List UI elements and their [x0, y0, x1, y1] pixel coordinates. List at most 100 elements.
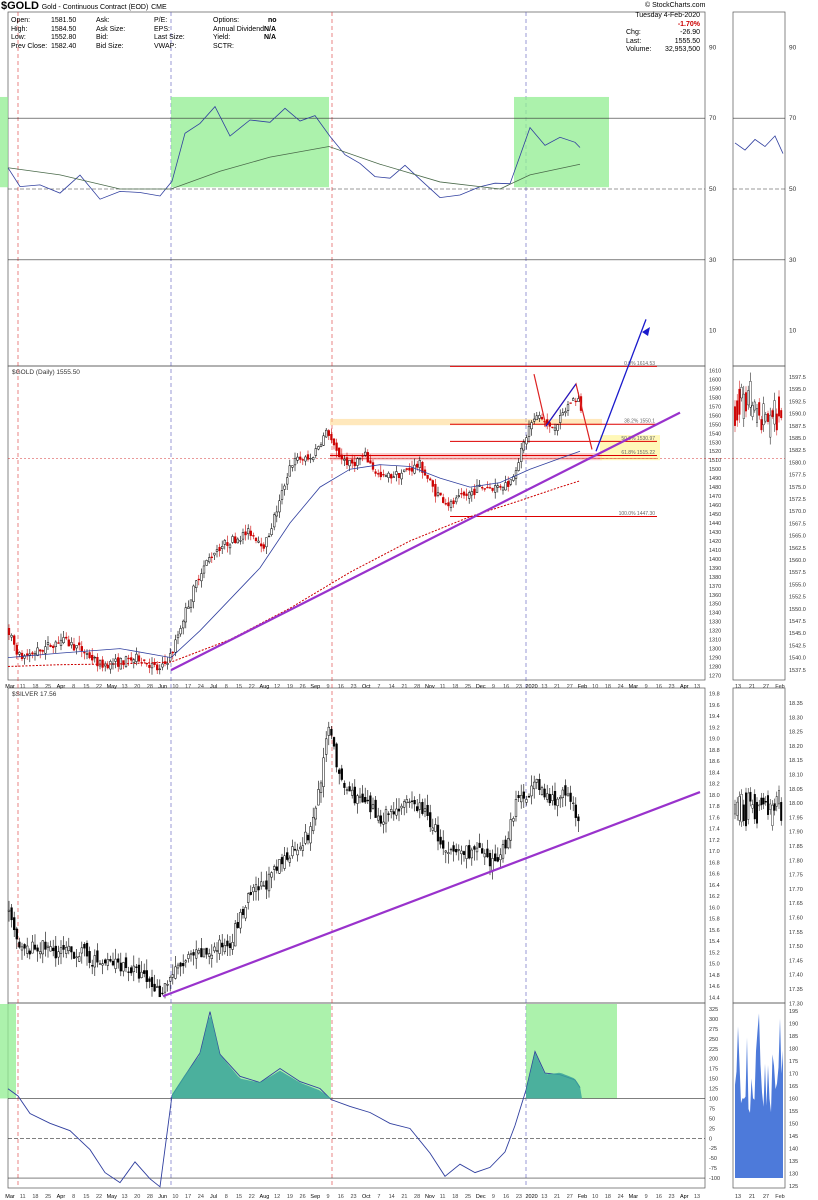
inset-x-axis-tick-label-bottom: 13 — [735, 1194, 741, 1200]
silver-candle-body — [309, 826, 312, 844]
gold-tick-label: 1270 — [709, 674, 721, 680]
silver-candle-body — [520, 795, 523, 803]
gold-candle-body — [176, 634, 180, 639]
instrument-name: Gold - Continuous Contract (EOD) — [41, 4, 149, 11]
silver-candle-body — [93, 955, 96, 968]
silver-candle-body — [161, 992, 164, 995]
silver-candle-body — [65, 947, 68, 954]
silver-tick-label: 19.8 — [709, 692, 720, 698]
x-axis-tick-label: 15 — [236, 684, 242, 690]
gold-candle-body — [33, 653, 37, 656]
x-axis-tick-label-bottom: 7 — [377, 1194, 380, 1200]
silver-candle-body — [390, 809, 393, 812]
inset-gold-candle-body — [745, 392, 748, 412]
rsi-tick-label: 10 — [709, 328, 717, 335]
x-axis-tick-label: 18 — [32, 684, 38, 690]
inset-panel-frame — [732, 687, 786, 1004]
inset-cci-tick-label: 125 — [789, 1184, 798, 1190]
fib-level-label: 100.0% 1447.30 — [619, 511, 656, 517]
x-axis-tick-label: 22 — [96, 684, 102, 690]
gold-candle-body — [145, 662, 148, 665]
silver-candle-body — [455, 848, 458, 853]
cci-tick-label: 100 — [709, 1096, 718, 1102]
gold-candle-body — [156, 664, 159, 671]
silver-candle-body — [31, 941, 34, 954]
inset-x-axis-tick-label-bottom: 21 — [749, 1194, 755, 1200]
gold-candle-body — [551, 426, 554, 429]
silver-candle-body — [192, 952, 195, 956]
gold-candle-body — [291, 465, 294, 468]
silver-candle-body — [429, 812, 432, 828]
silver-candle-body — [106, 959, 109, 966]
silver-candle-body — [80, 947, 83, 954]
silver-candle-body — [119, 962, 122, 972]
inset-silver-tick-label: 18.20 — [789, 744, 803, 750]
gold-candle-body — [442, 497, 445, 503]
gold-candle-body — [62, 637, 65, 644]
gold-candle-body — [106, 664, 109, 669]
gold-candle-body — [23, 655, 26, 659]
symbol: $GOLD — [1, 0, 39, 12]
silver-candle-body — [351, 789, 354, 796]
silver-candle-body — [546, 793, 549, 800]
x-axis-tick-label: 18 — [452, 684, 458, 690]
gold-candle-body — [275, 511, 278, 517]
gold-candle-body — [475, 485, 479, 493]
x-axis-tick-label: 10 — [592, 684, 598, 690]
x-axis-tick-label-bottom: 20 — [134, 1194, 140, 1200]
x-axis-tick-label-bottom: 18 — [605, 1194, 611, 1200]
silver-candle-body — [44, 941, 47, 950]
silver-tick-label: 18.8 — [709, 748, 720, 754]
gold-candle-body — [364, 451, 367, 456]
inset-silver-tick-label: 18.15 — [789, 758, 803, 764]
gold-candle-body — [57, 642, 60, 644]
silver-candle-body — [117, 958, 120, 963]
inset-silver-tick-label: 17.70 — [789, 887, 803, 893]
x-axis-tick-label: 2020 — [525, 684, 537, 690]
gold-candle-body — [241, 532, 245, 540]
silver-tick-label: 18.6 — [709, 759, 720, 765]
gold-candle-body — [83, 651, 86, 654]
gold-candle-body — [171, 651, 174, 654]
inset-silver-candle-body — [742, 804, 745, 822]
gold-candle-body — [117, 657, 120, 667]
silver-candle-body — [153, 983, 156, 992]
x-axis-tick-label: 24 — [618, 684, 624, 690]
gold-candle-body — [387, 472, 390, 478]
silver-candle-body — [70, 946, 73, 953]
gold-candle-body — [192, 585, 195, 602]
inset-x-axis-tick-label-bottom: Feb — [775, 1194, 784, 1200]
cci-tick-label: 250 — [709, 1037, 718, 1043]
inset-x-axis-tick-label: Feb — [775, 684, 784, 690]
x-axis-tick-label: 8 — [225, 684, 228, 690]
gold-candle-body — [205, 560, 208, 566]
silver-candle-body — [499, 854, 502, 861]
inset-cci-tick-label: 150 — [789, 1122, 798, 1128]
silver-tick-label: 15.0 — [709, 962, 720, 968]
silver-candle-body — [143, 970, 146, 974]
gold-candle-body — [80, 646, 83, 652]
silver-candle-body — [338, 769, 341, 774]
inset-silver-tick-label: 17.65 — [789, 901, 803, 907]
overbought-zone-box — [0, 1004, 16, 1099]
gold-candle-body — [325, 429, 328, 438]
gold-candle-body — [202, 565, 206, 574]
gold-candle-body — [322, 435, 325, 446]
gold-candle-body — [132, 659, 135, 663]
inset-silver-tick-label: 17.80 — [789, 858, 803, 864]
inset-silver-candle-body — [760, 797, 763, 806]
x-axis-tick-label: 13 — [541, 684, 547, 690]
inset-gold-tick-label: 1590.0 — [789, 412, 806, 418]
x-axis-tick-label-bottom: 21 — [554, 1194, 560, 1200]
silver-candle-body — [319, 782, 323, 793]
silver-candle-body — [405, 799, 408, 804]
silver-candle-body — [135, 966, 138, 968]
inset-gold-candle-body — [775, 413, 778, 431]
silver-candle-body — [327, 726, 330, 736]
cci-tick-label: -25 — [709, 1146, 717, 1152]
silver-candle-body — [280, 857, 284, 865]
gold-candle-body — [257, 540, 260, 543]
silver-candle-body — [226, 940, 229, 947]
inset-gold-candle-body — [767, 413, 770, 422]
gold-tick-label: 1490 — [709, 476, 721, 482]
